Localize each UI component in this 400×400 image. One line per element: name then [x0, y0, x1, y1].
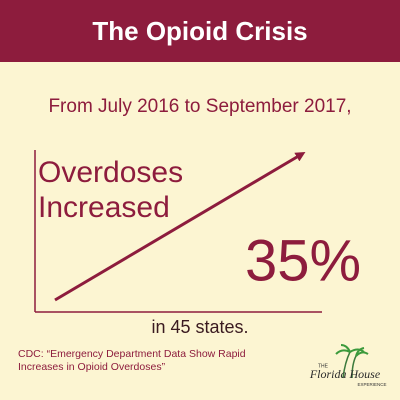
- stat: 35%: [245, 228, 361, 293]
- headline-line: Increased: [38, 191, 170, 224]
- scope: in 45 states.: [151, 317, 248, 337]
- source-line: CDC: “Emergency Department Data Show Rap…: [18, 348, 246, 360]
- source-line: Increases in Opioid Overdoses”: [18, 361, 166, 373]
- logo-text: Florida House: [309, 367, 381, 381]
- intro: From July 2016 to September 2017,: [48, 96, 351, 117]
- trend-arrow: [54, 151, 306, 302]
- header-banner: [0, 0, 400, 62]
- headline-line: Overdoses: [38, 156, 183, 189]
- logo-text: THE: [318, 363, 329, 369]
- title: The Opioid Crisis: [92, 16, 307, 46]
- logo-text: EXPERIENCE: [357, 382, 386, 387]
- logo: THE Florida House EXPERIENCE: [309, 344, 387, 387]
